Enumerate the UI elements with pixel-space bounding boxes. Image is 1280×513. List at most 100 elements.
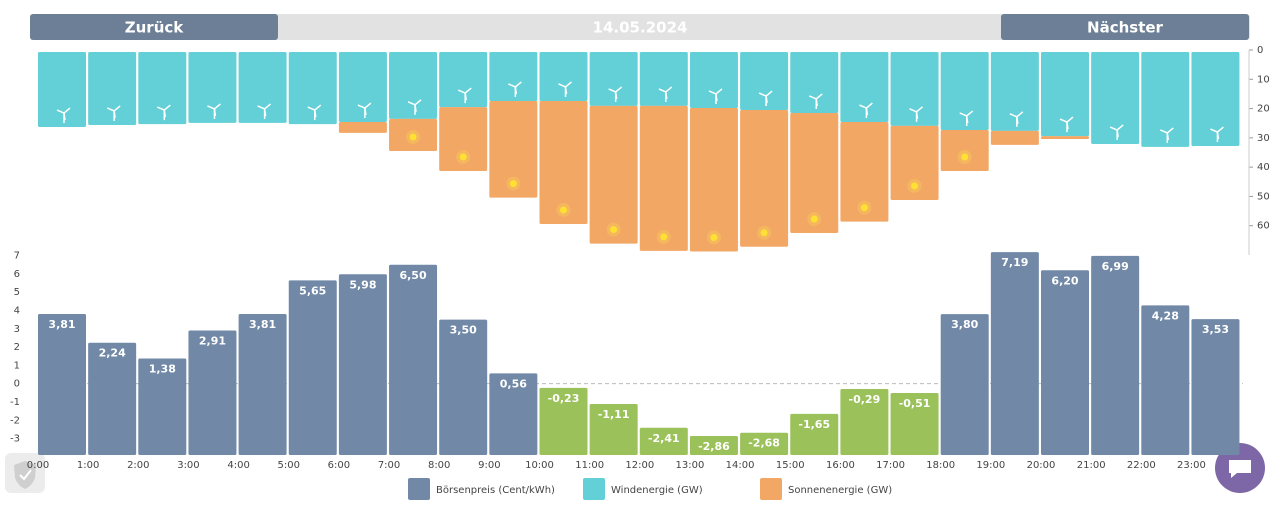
turbine-blade [207,105,215,110]
turbine-blade [514,86,518,95]
value-label: 4,28 [1152,309,1179,322]
turbine-blade [608,88,616,93]
turbine-blade [865,107,869,116]
turbine-icon [859,102,873,119]
x-tick-label: 20:00 [1027,460,1056,471]
sun-icon [660,233,668,241]
turbine-blade [1066,121,1069,130]
x-tick-label: 13:00 [676,460,705,471]
x-tick-label: 15:00 [776,460,805,471]
x-tick-label: 1:00 [77,460,99,471]
bar [890,393,939,455]
turbine-icon [157,104,171,121]
turbine-blade [859,104,867,109]
sun-icon [509,180,517,188]
bar-segment [639,105,688,251]
bar-segment [489,52,538,101]
turbine-blade [1160,129,1168,134]
legend-swatch [408,478,430,500]
turbine-icon [608,86,623,102]
bar [589,403,638,455]
legend-label: Börsenpreis (Cent/kWh) [436,485,555,496]
turbine-blade [758,92,767,97]
y-tick-label: 5 [14,287,20,298]
turbine-icon [909,106,924,122]
value-label: -0,29 [849,393,881,406]
x-tick-label: 23:00 [1177,460,1206,471]
turbine-blade [514,81,522,88]
y-tick-label: 20 [1257,104,1270,115]
prev-button[interactable] [30,14,278,40]
turbine-blade [314,109,317,118]
turbine-icon [758,90,773,107]
value-label: 0,56 [500,377,527,390]
shield-icon[interactable] [5,453,45,493]
sun-icon [710,233,718,241]
bar [389,264,438,455]
turbine-blade [464,93,467,101]
x-tick-label: 2:00 [127,460,149,471]
bar-segment [689,52,738,108]
turbine-blade [113,110,116,119]
bar-segment [890,52,939,126]
turbine-blade [808,95,817,100]
bar [689,435,738,455]
bar [38,313,86,455]
turbine-icon [457,87,472,104]
x-tick-label: 14:00 [726,460,755,471]
bar [539,387,588,455]
prev-label[interactable]: Zurück [125,19,185,37]
sun-icon [810,215,818,223]
bar-segment [840,122,889,222]
turbine-blade [865,102,873,109]
sun-icon [560,206,567,214]
turbine-blade [407,101,416,106]
date: 14.05.2024 [593,19,688,37]
bar-segment [790,52,839,113]
turbine-blade [909,108,917,113]
turbine-blade [965,115,969,124]
turbine-blade [1210,128,1218,133]
bar-segment [389,52,438,119]
turbine-blade [614,91,618,100]
value-label: 1,38 [149,362,176,375]
turbine-blade [257,105,265,110]
turbine-blade [1116,124,1124,131]
turbine-blade [163,104,171,111]
turbine-icon [207,103,221,119]
turbine-blade [1166,127,1174,134]
turbine-blade [213,108,217,117]
bar [639,427,688,455]
bar [338,274,387,455]
next-label[interactable]: Nächster [1087,19,1164,37]
turbine-blade [565,81,572,88]
value-label: 7,19 [1001,256,1028,269]
bar-segment [489,100,538,198]
turbine-blade [263,108,267,117]
header-bar [30,14,1250,40]
y-tick-label: -3 [10,434,20,445]
turbine-blade [457,89,466,94]
turbine-blade [1016,111,1024,118]
turbine-blade [1216,126,1224,133]
bar [489,373,538,455]
value-label: 2,24 [99,347,126,360]
bar-segment [1041,52,1089,137]
sun-icon [760,229,768,237]
turbine-blade [959,112,967,117]
turbine-blade [615,86,623,93]
bar-segment [940,52,989,130]
turbine-icon [558,81,572,97]
next-button[interactable] [1001,14,1249,40]
value-label: -0,23 [548,392,580,405]
turbine-icon [257,103,272,119]
turbine-blade [163,109,167,118]
x-tick-label: 16:00 [826,460,855,471]
legend-swatch [760,478,782,500]
y-tick-label: 4 [14,306,20,317]
bar [439,319,488,455]
chat-button[interactable] [1215,443,1265,493]
value-label: -1,11 [598,408,630,421]
x-tick-label: 7:00 [378,460,400,471]
bar-segment [589,52,638,106]
